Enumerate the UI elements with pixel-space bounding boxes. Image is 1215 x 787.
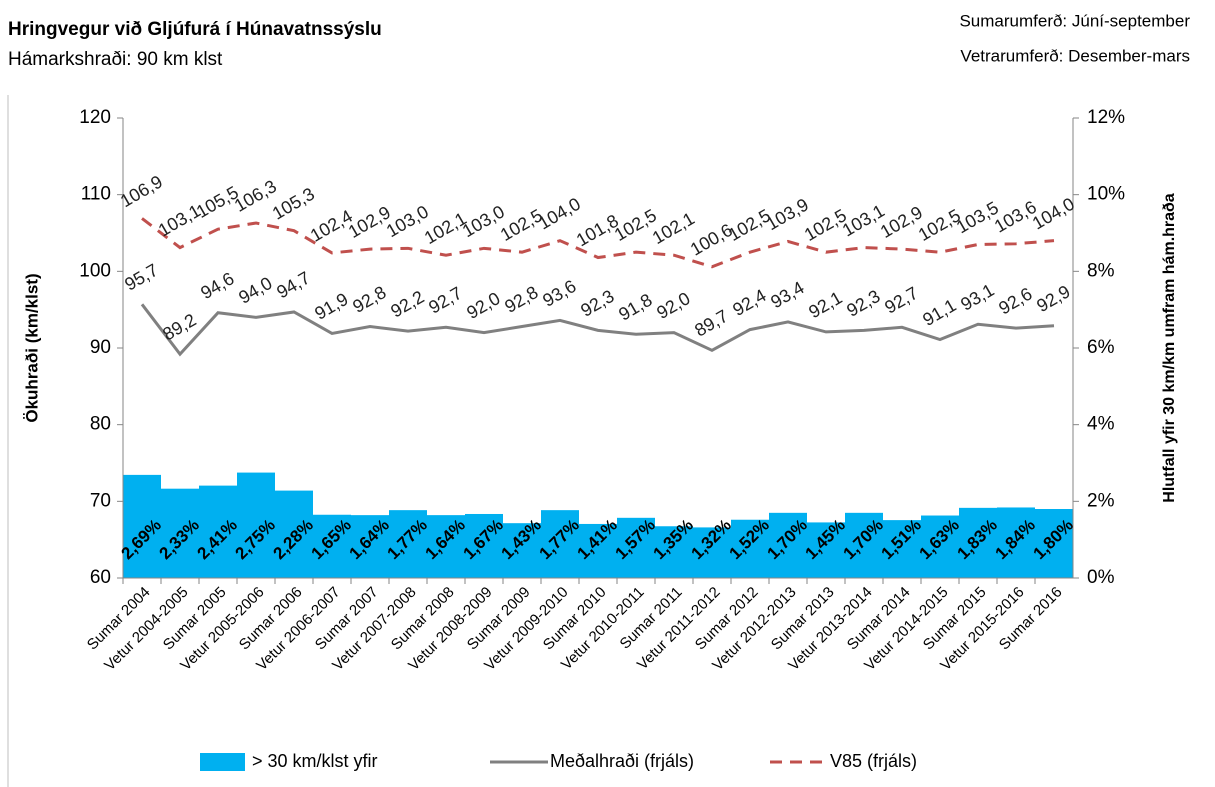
data-label: 92,2 bbox=[387, 287, 427, 322]
data-label: 92,7 bbox=[425, 283, 465, 318]
bar bbox=[465, 513, 503, 578]
data-label: 92,0 bbox=[463, 288, 503, 323]
data-label: 92,6 bbox=[995, 284, 1035, 319]
line bbox=[140, 303, 1055, 357]
legend-label: > 30 km/klst yfir bbox=[252, 751, 378, 771]
data-label: 93,1 bbox=[957, 280, 997, 315]
bar bbox=[161, 488, 199, 578]
y2-tick-label: 8% bbox=[1087, 260, 1115, 281]
y-tick-label: 70 bbox=[90, 490, 111, 511]
bar bbox=[503, 523, 541, 578]
y2-tick-label: 0% bbox=[1087, 567, 1115, 588]
data-label: 92,0 bbox=[653, 288, 693, 323]
data-label: 91,9 bbox=[311, 289, 351, 324]
y2-tick-label: 2% bbox=[1087, 490, 1115, 511]
legend-label: Meðalhraði (frjáls) bbox=[550, 751, 694, 771]
y-axis-label: Ökuhraði (km/klst) bbox=[22, 273, 41, 422]
data-label: 94,7 bbox=[273, 267, 313, 302]
data-label: 92,4 bbox=[729, 285, 769, 320]
note: Vetrarumferð: Desember-mars bbox=[960, 46, 1190, 65]
bar bbox=[351, 515, 389, 578]
y-tick-label: 80 bbox=[90, 414, 111, 435]
y-tick-label: 110 bbox=[81, 184, 111, 205]
bar bbox=[275, 490, 313, 578]
data-label: 92,3 bbox=[843, 286, 883, 321]
data-label: 91,1 bbox=[919, 295, 959, 330]
bar bbox=[123, 474, 161, 578]
legend-swatch bbox=[200, 753, 245, 771]
data-label: 95,7 bbox=[121, 260, 161, 295]
bar bbox=[617, 517, 655, 578]
data-label: 102,5 bbox=[497, 205, 546, 245]
bar bbox=[655, 526, 693, 578]
line bbox=[141, 217, 1055, 269]
bar bbox=[237, 472, 275, 578]
y2-tick-label: 4% bbox=[1087, 414, 1115, 435]
bar bbox=[693, 527, 731, 578]
bar bbox=[313, 514, 351, 578]
y2-axis-label: Hlutfall yfir 30 km/km umfram hám.hraða bbox=[1161, 193, 1178, 503]
y-tick-label: 100 bbox=[79, 260, 111, 281]
chart-title: Hringvegur við Gljúfurá í Húnavatnssýslu bbox=[8, 19, 382, 40]
data-label: 92,8 bbox=[349, 282, 389, 317]
bar bbox=[769, 512, 807, 578]
y-tick-label: 60 bbox=[90, 567, 111, 588]
data-label: 91,8 bbox=[615, 290, 655, 325]
data-label: 92,3 bbox=[577, 286, 617, 321]
bar bbox=[959, 507, 997, 578]
y-tick-label: 120 bbox=[79, 107, 111, 128]
data-label: 92,7 bbox=[881, 283, 921, 318]
bar bbox=[541, 510, 579, 578]
bar bbox=[199, 485, 237, 578]
bar bbox=[921, 515, 959, 578]
bar bbox=[1035, 509, 1073, 578]
data-label: 94,0 bbox=[235, 273, 275, 308]
bar bbox=[883, 520, 921, 578]
data-label: 103,1 bbox=[839, 201, 888, 241]
data-label: 93,6 bbox=[539, 276, 579, 311]
y-tick-label: 90 bbox=[90, 337, 111, 358]
bar bbox=[389, 510, 427, 578]
note: Sumarumferð: Júní-september bbox=[959, 11, 1190, 30]
chart-subtitle: Hámarkshraði: 90 km klst bbox=[8, 49, 223, 70]
data-label: 104,0 bbox=[535, 194, 584, 234]
data-label: 92,8 bbox=[501, 282, 541, 317]
legend-label: V85 (frjáls) bbox=[830, 751, 917, 771]
data-label: 92,1 bbox=[805, 287, 845, 322]
bar bbox=[807, 522, 845, 578]
bar bbox=[845, 512, 883, 578]
y2-tick-label: 6% bbox=[1087, 337, 1115, 358]
y2-tick-label: 12% bbox=[1087, 107, 1125, 128]
bar bbox=[427, 515, 465, 578]
bar bbox=[997, 507, 1035, 578]
y2-tick-label: 10% bbox=[1087, 184, 1125, 205]
bar bbox=[731, 519, 769, 578]
data-label: 94,6 bbox=[197, 268, 237, 303]
bar bbox=[579, 523, 617, 578]
data-label: 93,4 bbox=[767, 277, 807, 312]
data-label: 89,7 bbox=[691, 306, 731, 341]
data-label: 106,9 bbox=[117, 171, 166, 211]
data-label: 92,9 bbox=[1033, 281, 1073, 316]
data-label: 104,0 bbox=[1029, 194, 1078, 234]
